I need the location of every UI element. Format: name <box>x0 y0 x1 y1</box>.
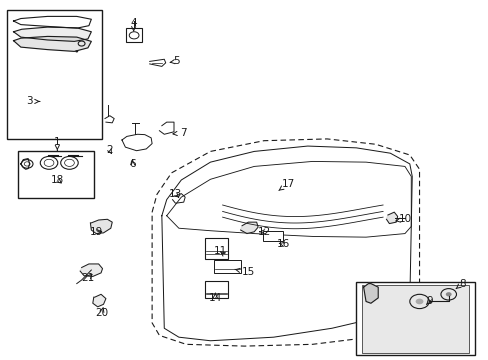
Bar <box>214 260 241 273</box>
Circle shape <box>75 50 78 53</box>
Bar <box>204 281 227 298</box>
Text: 19: 19 <box>90 227 103 237</box>
Polygon shape <box>14 27 91 41</box>
Text: 8: 8 <box>455 279 465 289</box>
Polygon shape <box>80 264 102 276</box>
Text: 2: 2 <box>106 145 112 155</box>
Text: 9: 9 <box>425 296 432 306</box>
Polygon shape <box>240 222 258 234</box>
Circle shape <box>415 298 423 304</box>
Polygon shape <box>14 36 91 51</box>
Polygon shape <box>93 294 106 307</box>
Text: 10: 10 <box>395 214 411 224</box>
Text: 1: 1 <box>54 138 61 150</box>
Text: 17: 17 <box>278 179 294 190</box>
Text: 4: 4 <box>130 18 137 31</box>
Text: 3: 3 <box>26 96 40 107</box>
Text: 12: 12 <box>257 227 270 237</box>
Text: 6: 6 <box>129 159 136 169</box>
Text: 21: 21 <box>81 273 94 283</box>
Text: 18: 18 <box>51 175 64 185</box>
Text: 11: 11 <box>213 247 226 256</box>
Bar <box>356 282 474 355</box>
Bar <box>126 28 142 42</box>
Text: 14: 14 <box>208 293 222 303</box>
Circle shape <box>445 292 451 296</box>
Bar <box>362 285 468 353</box>
Polygon shape <box>90 219 112 234</box>
Text: 15: 15 <box>234 267 255 277</box>
Bar <box>19 152 94 198</box>
Polygon shape <box>363 284 377 303</box>
Bar <box>263 231 283 242</box>
Bar <box>7 10 102 139</box>
Text: 5: 5 <box>170 57 180 66</box>
Bar <box>204 238 227 258</box>
Text: 16: 16 <box>276 239 289 249</box>
Polygon shape <box>386 212 397 224</box>
Text: 7: 7 <box>173 128 186 138</box>
Text: 13: 13 <box>168 189 182 199</box>
Text: 20: 20 <box>95 308 108 318</box>
